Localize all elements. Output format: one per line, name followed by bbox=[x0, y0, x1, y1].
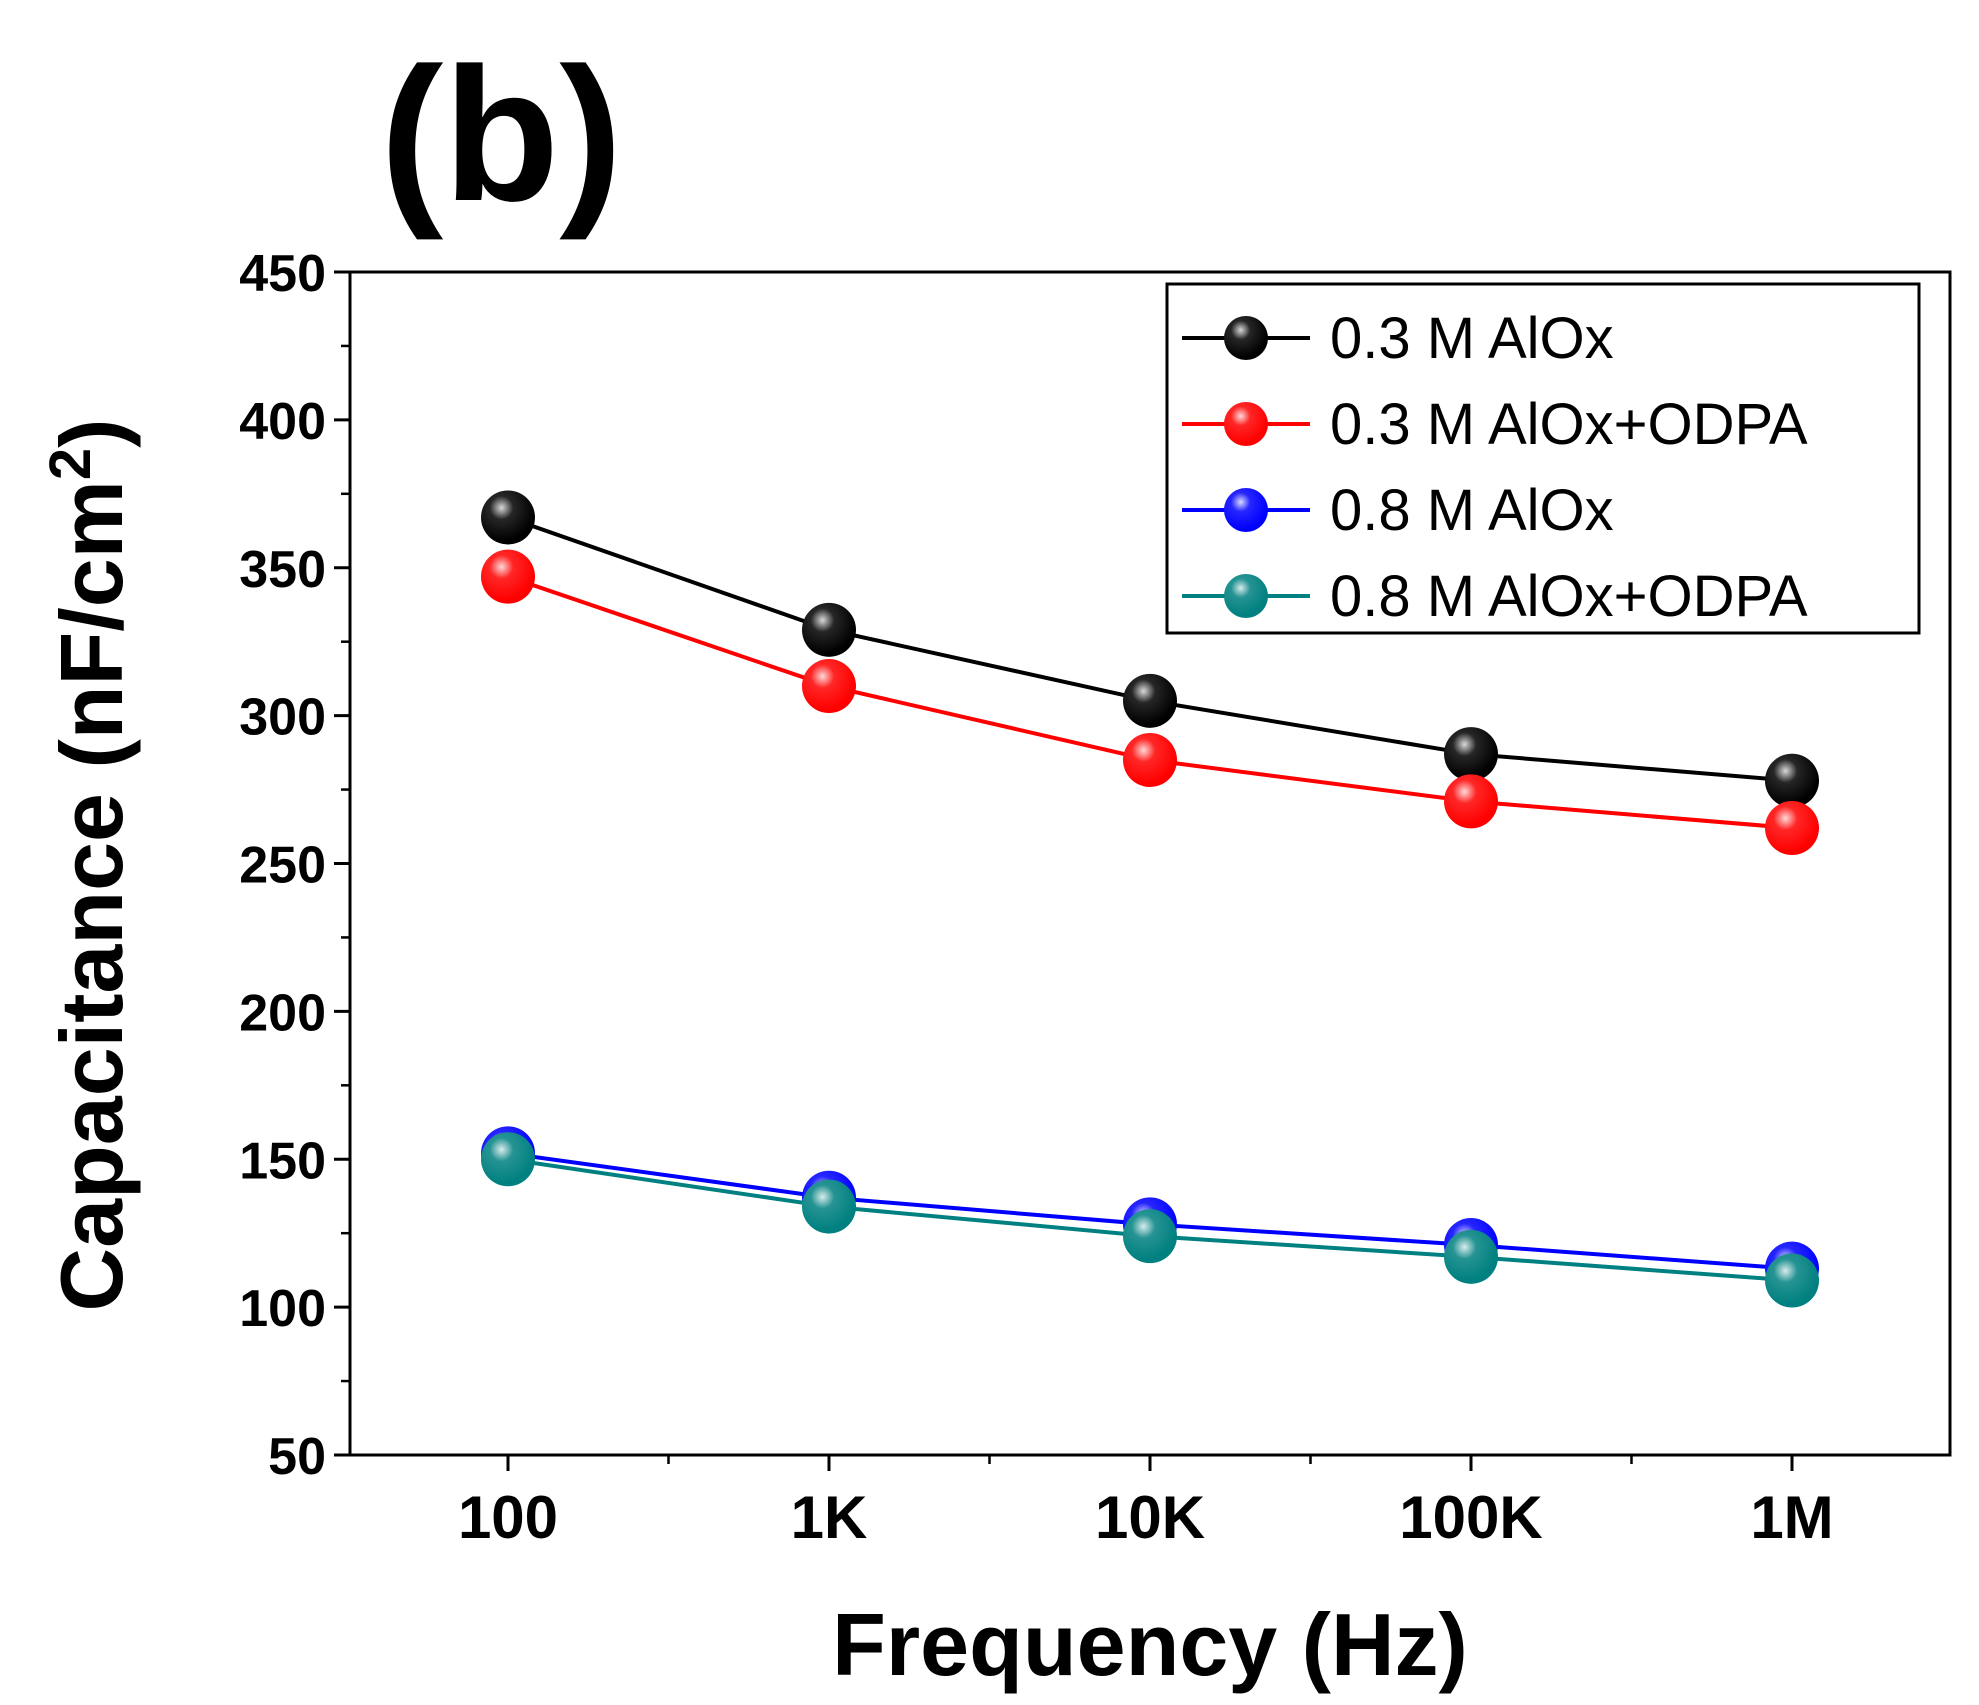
x-tick-label: 1M bbox=[1750, 1484, 1833, 1551]
legend-marker-highlight bbox=[1224, 574, 1268, 618]
x-tick-label: 10K bbox=[1095, 1484, 1205, 1551]
data-point-highlight bbox=[481, 1132, 535, 1187]
series-0 bbox=[481, 490, 1819, 808]
y-tick-label: 450 bbox=[239, 245, 326, 303]
legend-marker-highlight bbox=[1224, 488, 1268, 532]
x-axis-title: Frequency (Hz) bbox=[832, 1595, 1468, 1694]
x-tick-label: 100 bbox=[458, 1484, 558, 1551]
data-point-highlight bbox=[1123, 732, 1177, 787]
legend-label: 0.3 M AlOx bbox=[1330, 306, 1614, 371]
legend-label: 0.3 M AlOx+ODPA bbox=[1330, 392, 1808, 457]
y-axis-title-superscript: 2 bbox=[38, 448, 103, 480]
legend: 0.3 M AlOx 0.3 M AlOx+ODPA 0.8 M AlOx 0.8 M… bbox=[1165, 282, 1921, 635]
y-tick-label: 150 bbox=[239, 1132, 326, 1190]
x-tick-label: 1K bbox=[791, 1484, 868, 1551]
y-tick-label: 400 bbox=[239, 393, 326, 451]
y-tick-label: 350 bbox=[239, 541, 326, 599]
legend-marker-highlight bbox=[1224, 402, 1268, 446]
y-tick-label: 50 bbox=[268, 1428, 326, 1486]
y-axis-ticks: 50 100 150 200 250 300 350 400 450 bbox=[239, 245, 350, 1486]
y-tick-label: 200 bbox=[239, 984, 326, 1042]
series-3 bbox=[481, 1132, 1819, 1308]
y-tick-label: 300 bbox=[239, 689, 326, 747]
y-axis-title-close: ) bbox=[42, 419, 141, 448]
data-point-highlight bbox=[1444, 1229, 1498, 1284]
data-point-highlight bbox=[802, 1179, 856, 1234]
y-tick-label: 250 bbox=[239, 837, 326, 895]
x-tick-label: 100K bbox=[1399, 1484, 1542, 1551]
data-point-highlight bbox=[1444, 727, 1498, 782]
data-point-highlight bbox=[481, 490, 535, 545]
data-point-highlight bbox=[1765, 753, 1819, 808]
data-point-highlight bbox=[1123, 1209, 1177, 1264]
data-point-highlight bbox=[1765, 801, 1819, 856]
data-point-highlight bbox=[1765, 1253, 1819, 1308]
panel-label: (b) bbox=[380, 29, 623, 241]
series-1 bbox=[481, 549, 1819, 856]
y-tick-label: 100 bbox=[239, 1280, 326, 1338]
data-point-highlight bbox=[802, 602, 856, 657]
legend-box bbox=[1165, 282, 1921, 635]
series-layer bbox=[481, 490, 1819, 1308]
legend-label: 0.8 M AlOx+ODPA bbox=[1330, 564, 1808, 629]
data-point-highlight bbox=[802, 659, 856, 714]
y-axis-title-main: Capacitance (nF/cm bbox=[42, 480, 141, 1311]
data-point-highlight bbox=[481, 549, 535, 604]
legend-marker-highlight bbox=[1224, 316, 1268, 360]
y-axis-title: Capacitance (nF/cm2) bbox=[38, 419, 141, 1312]
data-point-highlight bbox=[1444, 774, 1498, 829]
x-axis-ticks: 100 1K 10K 100K 1M bbox=[458, 1455, 1834, 1551]
data-point-highlight bbox=[1123, 673, 1177, 728]
legend-label: 0.8 M AlOx bbox=[1330, 478, 1614, 543]
